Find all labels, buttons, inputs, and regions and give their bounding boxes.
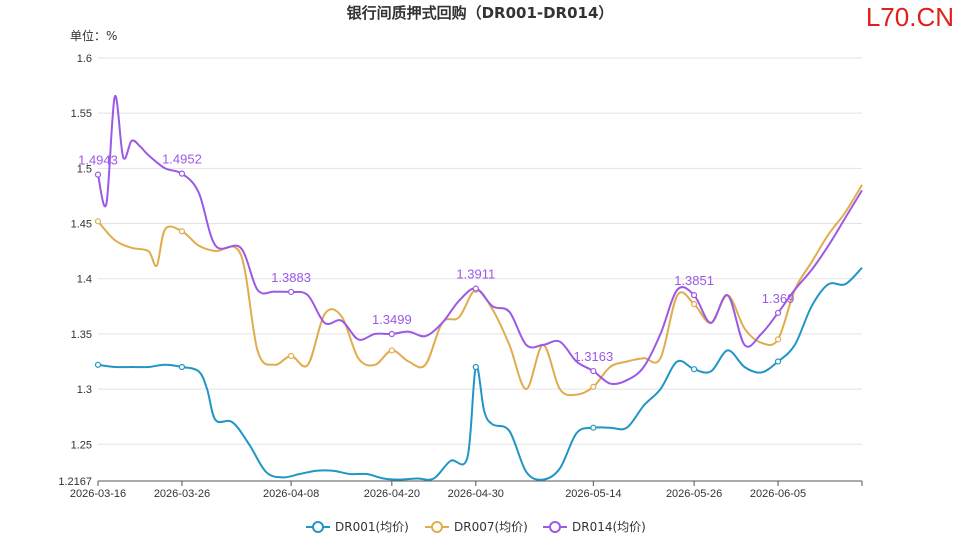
- x-tick-label: 2026-04-20: [364, 488, 420, 500]
- watermark-logo: L70.CN: [866, 2, 954, 32]
- legend-circle-icon: [312, 521, 324, 533]
- y-tick-label: 1.45: [71, 219, 92, 231]
- legend[interactable]: DR001(均价) DR007(均价) DR014(均价): [306, 520, 646, 534]
- data-point-marker: [472, 363, 479, 371]
- data-point-marker: [472, 285, 479, 292]
- y-tick-label: 1.55: [71, 108, 92, 120]
- data-point-marker: [590, 367, 597, 375]
- x-tick-label: 2026-04-08: [263, 488, 319, 500]
- data-point-marker: [774, 309, 782, 317]
- data-label: 1.4943: [78, 153, 118, 168]
- data-point-marker: [178, 170, 186, 177]
- data-point-marker: [94, 218, 102, 225]
- data-label: 1.3911: [456, 267, 495, 282]
- data-labels: 1.4943 1.4952 1.3883 1.3499 1.3911 1.3163 1.38…: [78, 152, 794, 364]
- x-tick-label: 2026-05-26: [666, 488, 722, 500]
- data-label: 1.4952: [162, 152, 202, 167]
- y-axis-unit-label: 单位：%: [70, 28, 117, 43]
- x-tick-label: 2026-06-05: [750, 488, 806, 500]
- data-label: 1.369: [762, 291, 795, 306]
- data-label: 1.3499: [372, 312, 412, 327]
- data-point-marker: [774, 358, 782, 365]
- chart-title: 银行间质押式回购（DR001-DR014）: [347, 4, 614, 22]
- y-tick-label: 1.6: [77, 53, 92, 65]
- legend-item-1[interactable]: DR007(均价): [425, 520, 528, 534]
- y-tick-label: 1.35: [71, 329, 92, 341]
- data-point-marker: [690, 292, 698, 299]
- series-line-2: [97, 95, 863, 386]
- data-point-marker: [287, 288, 295, 296]
- data-point-marker: [178, 228, 186, 235]
- y-tick-label: 1.25: [71, 439, 92, 451]
- legend-item-2[interactable]: DR014(均价): [543, 520, 646, 534]
- data-point-marker: [388, 330, 395, 338]
- x-tick-label: 2026-03-16: [70, 488, 126, 500]
- series-lines: [94, 95, 863, 481]
- data-point-marker: [590, 424, 597, 431]
- data-point-marker: [178, 363, 186, 371]
- y-tick-label: 1.2167: [58, 476, 92, 488]
- y-tick-label: 1.4: [77, 274, 92, 286]
- data-label: 1.3883: [271, 270, 311, 285]
- legend-item-0[interactable]: DR001(均价): [306, 520, 409, 534]
- data-point-marker: [94, 361, 102, 368]
- data-point-marker: [690, 366, 698, 373]
- y-tick-label: 1.5: [77, 163, 92, 175]
- legend-label: DR001(均价): [335, 520, 409, 534]
- data-point-marker: [388, 347, 395, 354]
- data-point-marker: [94, 171, 102, 178]
- data-point-marker: [287, 352, 295, 360]
- x-tick-label: 2026-05-14: [565, 488, 621, 500]
- legend-circle-icon: [549, 521, 561, 533]
- x-tick-label: 2026-03-26: [154, 488, 210, 500]
- x-tick-label: 2026-04-30: [448, 488, 504, 500]
- grid-lines: [98, 57, 862, 445]
- x-axis: 2026-03-16 2026-03-26 2026-04-08 2026-04-20…: [70, 480, 863, 500]
- y-tick-label: 1.3: [77, 384, 92, 396]
- legend-label: DR014(均价): [572, 520, 646, 534]
- legend-circle-icon: [431, 521, 443, 533]
- data-point-marker: [590, 383, 597, 390]
- data-point-marker: [690, 300, 698, 308]
- series-line-0: [97, 266, 863, 481]
- legend-label: DR007(均价): [454, 520, 528, 534]
- data-label: 1.3163: [573, 349, 613, 364]
- y-axis-ticks: 1.2167 1.25 1.3 1.35 1.4 1.45 1.5 1.55 1.6: [58, 53, 92, 488]
- data-point-marker: [774, 336, 782, 343]
- data-label: 1.3851: [674, 273, 714, 288]
